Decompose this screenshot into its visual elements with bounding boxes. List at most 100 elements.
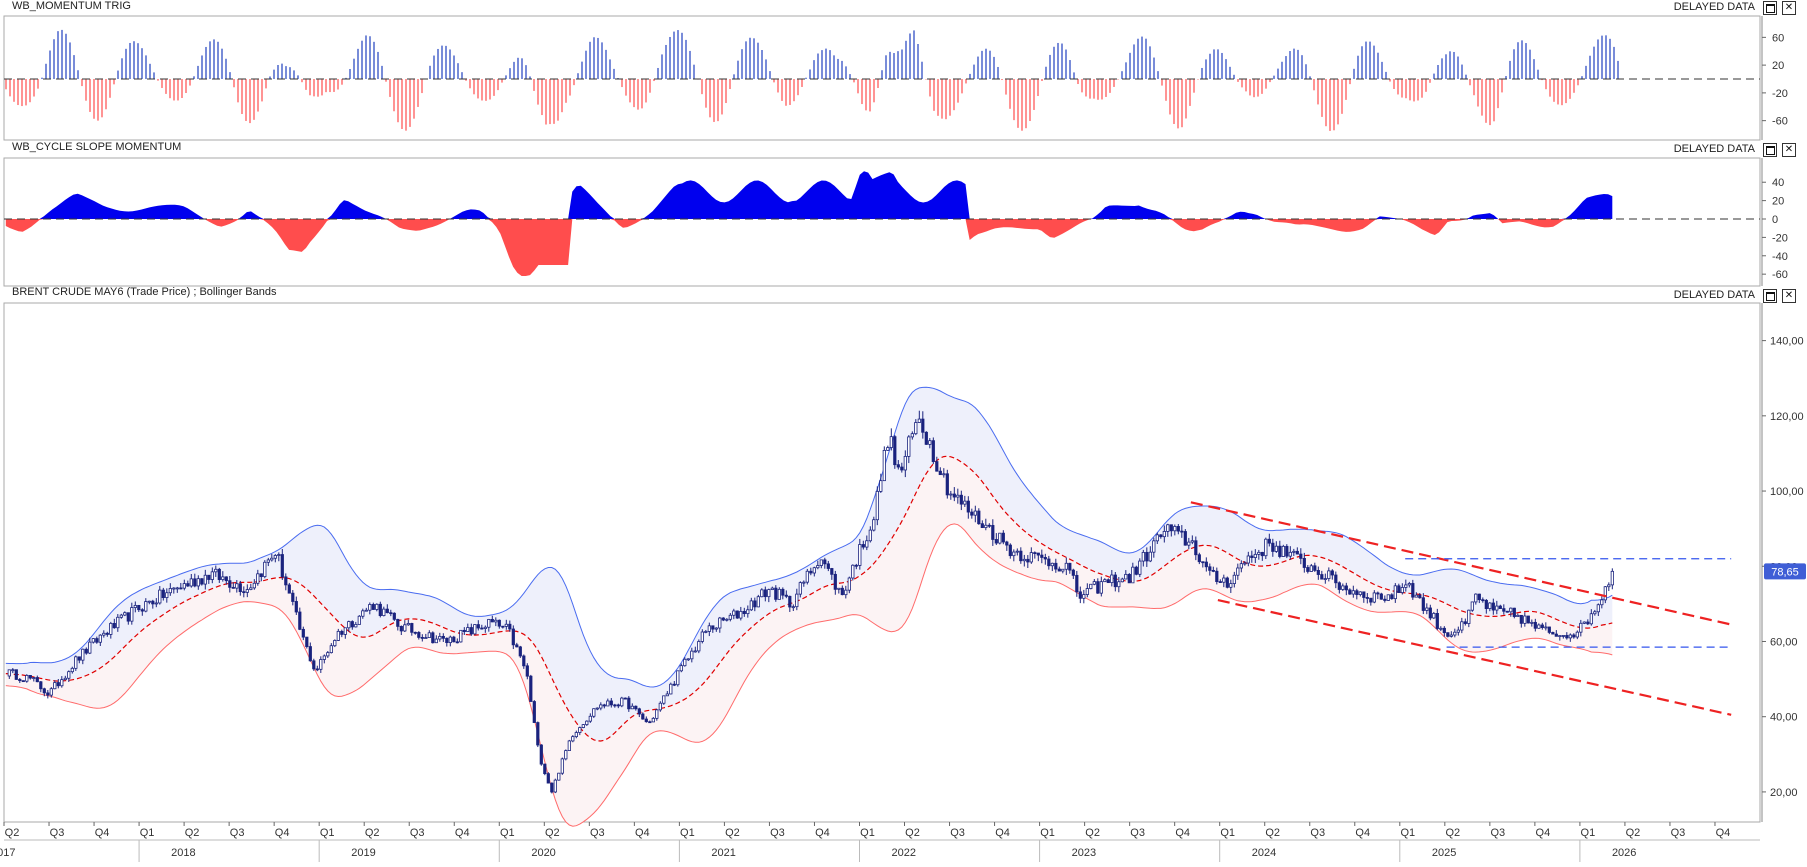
cycle-y-tick-label: 20: [1772, 196, 1784, 208]
quarter-label: Q4: [995, 827, 1010, 839]
momentum-y-tick-label: 20: [1772, 60, 1784, 72]
price-candle: [1383, 598, 1387, 601]
price-candle: [942, 473, 946, 476]
price-candle: [49, 688, 53, 696]
price-candle: [21, 680, 25, 683]
close-icon[interactable]: ✕: [1782, 289, 1796, 303]
price-candle: [872, 519, 876, 531]
price-candle: [1568, 634, 1572, 639]
price-candle: [1113, 574, 1117, 588]
price-candle: [788, 595, 792, 608]
price-candle: [1271, 542, 1275, 552]
price-candle: [182, 583, 186, 589]
price-candle: [242, 591, 246, 594]
price-candle: [1547, 626, 1551, 633]
year-label: 2021: [711, 847, 735, 859]
price-candle: [553, 779, 557, 793]
price-candle: [84, 648, 88, 654]
year-label: 2024: [1252, 847, 1276, 859]
price-candle: [567, 740, 571, 751]
bollinger-lower-fill: [5, 456, 1613, 827]
price-candle: [1036, 552, 1040, 556]
quarter-label: Q4: [1536, 827, 1551, 839]
quarter-label: Q4: [635, 827, 650, 839]
price-candle: [1306, 567, 1310, 572]
price-candle: [833, 573, 837, 590]
price-candle: [1491, 602, 1495, 611]
price-candle: [1365, 597, 1369, 599]
price-candle: [501, 625, 505, 628]
quarter-label: Q3: [770, 827, 785, 839]
price-candle: [917, 418, 921, 423]
trend-channel-line: [1190, 501, 1732, 626]
price-candle: [1225, 577, 1229, 588]
price-candle: [938, 470, 942, 476]
price-candle: [1477, 593, 1481, 601]
price-candle: [1411, 583, 1415, 598]
year-label: 2023: [1072, 847, 1096, 859]
price-candle: [956, 494, 960, 498]
price-candle: [1316, 569, 1320, 575]
price-candle: [56, 682, 60, 687]
price-candle: [1005, 541, 1009, 546]
price-candle: [459, 629, 463, 643]
year-label: 2019: [351, 847, 375, 859]
price-candle: [774, 587, 778, 600]
price-candle: [602, 704, 606, 707]
momentum-y-tick-label: 60: [1772, 32, 1784, 44]
price-candle: [578, 727, 582, 733]
price-candle: [1253, 553, 1257, 558]
price-candle: [1239, 563, 1243, 569]
cycle-panel-title: WB_CYCLE SLOPE MOMENTUM: [12, 141, 182, 153]
price-candle: [1211, 569, 1215, 572]
price-candle: [1575, 631, 1579, 638]
price-candle: [434, 638, 438, 644]
price-candle: [1299, 553, 1303, 559]
price-candle: [949, 493, 953, 496]
price-candle: [812, 567, 816, 574]
price-candle: [1470, 601, 1474, 611]
price-candle: [1442, 627, 1446, 634]
price-candle: [18, 679, 22, 682]
price-candle: [1505, 610, 1509, 613]
price-candle: [585, 720, 589, 726]
price-candle: [802, 581, 806, 584]
price-y-tick-label: 60,00: [1770, 636, 1798, 648]
price-candle: [1190, 540, 1194, 543]
price-candle: [361, 610, 365, 617]
price-candle: [634, 705, 638, 710]
price-candle: [700, 631, 704, 642]
close-icon[interactable]: ✕: [1782, 143, 1796, 157]
window-maximize-icon[interactable]: [1763, 289, 1777, 303]
price-candle: [679, 665, 683, 672]
close-icon[interactable]: ✕: [1782, 1, 1796, 15]
price-candle: [319, 659, 323, 670]
price-candle: [1449, 634, 1453, 637]
price-candle: [1047, 558, 1051, 567]
price-candle: [690, 650, 694, 660]
price-candle: [438, 635, 442, 640]
price-candle: [518, 646, 522, 657]
price-candle: [389, 612, 393, 615]
price-candle: [340, 630, 344, 635]
price-candle: [1281, 545, 1285, 557]
price-candle: [1124, 573, 1128, 580]
price-candle: [1400, 587, 1404, 593]
price-candle: [865, 540, 869, 548]
price-y-tick-label: 100,00: [1770, 486, 1804, 498]
price-candle: [147, 600, 151, 603]
price-candle: [249, 587, 253, 590]
price-candle: [900, 466, 904, 471]
price-candle: [753, 600, 757, 608]
price-candle: [907, 436, 911, 457]
price-candle: [1393, 585, 1397, 600]
price-candle: [480, 627, 484, 630]
price-candle: [1194, 540, 1198, 556]
price-candle: [1197, 554, 1201, 563]
window-maximize-icon[interactable]: [1763, 143, 1777, 157]
price-candle: [1040, 554, 1044, 558]
window-maximize-icon[interactable]: [1763, 1, 1777, 15]
price-candle: [165, 592, 169, 599]
